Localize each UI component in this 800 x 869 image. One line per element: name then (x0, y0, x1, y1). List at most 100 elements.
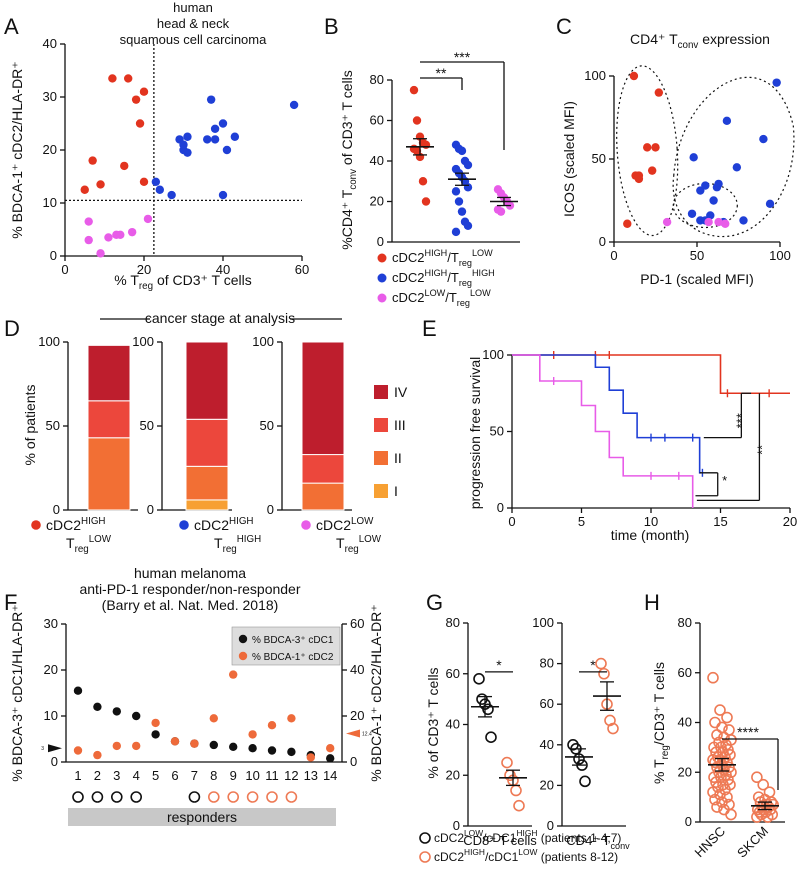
F-point (190, 739, 199, 748)
D-group-label: TregHIGH (214, 534, 261, 555)
B-point (457, 207, 467, 216)
D-group-label-part: T (214, 535, 223, 551)
D-legend-swatch (374, 385, 388, 399)
B-ylabel: %CD4⁺ Tconv of CD3⁺ T cells (339, 70, 359, 249)
E-survival-curve (512, 354, 702, 474)
F-category-label: 14 (323, 768, 337, 783)
D-1-y-tick-label: 0 (147, 502, 154, 517)
G-1-y-tick-label: 100 (532, 615, 554, 630)
D-bar-segment-II (301, 482, 345, 511)
F-right-y-tick-label: 60 (350, 616, 364, 631)
D-legend-label: III (394, 417, 406, 433)
G-point (513, 799, 525, 812)
C-title-part: conv (678, 40, 699, 51)
F-responder-circle (91, 791, 104, 803)
A-x-tick-label: 20 (137, 262, 151, 277)
H-point (708, 741, 720, 754)
A-title: squamous cell carcinoma (120, 32, 267, 47)
C-ylabel: ICOS (scaled MFI) (561, 101, 577, 217)
H-point (751, 771, 763, 784)
H-ylabel: % Treg/CD3⁺ T cells (651, 662, 671, 784)
A-y-tick-label: 20 (43, 142, 57, 157)
F-point (209, 740, 218, 750)
D-group-label: cDC2HIGH (194, 516, 254, 533)
B-point (451, 187, 461, 196)
H-point (707, 671, 719, 684)
F-point (151, 718, 160, 728)
E-survival-curve (512, 354, 790, 395)
H-ylabel-part: /CD3⁺ T cells (651, 662, 667, 745)
B-point (412, 116, 422, 125)
H-point (711, 801, 723, 813)
F-legend-dot (238, 634, 248, 644)
H-category-label: SKCM (734, 824, 771, 861)
D-group-dot (179, 520, 189, 530)
A-y-tick-label: 30 (43, 89, 57, 104)
F-legend-box (231, 626, 341, 666)
B-legend-label-part: LOW (470, 288, 491, 298)
F-left-y-tick-label: 0 (51, 754, 58, 769)
H-point (709, 716, 721, 729)
F-point (132, 711, 141, 721)
A-point (230, 132, 240, 141)
B-legend-label-part: cDC2 (392, 250, 425, 265)
E-x-tick-label: 15 (713, 514, 727, 529)
panel-letter-E: E (422, 316, 437, 341)
B-ylabel-part: conv (348, 169, 359, 190)
E-xlabel: time (month) (611, 527, 690, 543)
A-ylabel-part: % BDCA-1⁺ cDC2/HLA-DR⁺ (9, 61, 25, 238)
F-left-y-tick-label: 30 (44, 616, 58, 631)
H-y-tick-label: 0 (685, 814, 692, 829)
D-bar-segment-III (185, 418, 229, 467)
C-point (654, 88, 664, 97)
D-2-y-tick-label: 100 (252, 334, 274, 349)
G-1-y-tick-label: 80 (540, 656, 554, 671)
D-2-y-tick-label: 50 (260, 418, 274, 433)
D-group-label-part: reg (75, 544, 89, 555)
D-group-dot (31, 520, 41, 530)
A-y-tick-label: 10 (43, 195, 57, 210)
F-point (326, 754, 335, 763)
E-sig: ** (754, 445, 769, 455)
C-x-tick-label: 50 (690, 248, 704, 263)
B-sig: *** (454, 49, 471, 65)
F-legend-dot (238, 651, 248, 661)
F-category-label: 8 (210, 768, 217, 783)
A-point (84, 235, 93, 245)
B-point (463, 160, 473, 170)
G-sig: * (590, 657, 596, 673)
G-0-y-tick-label: 40 (446, 717, 460, 732)
D-bar-segment-II (87, 437, 131, 511)
A-point (210, 124, 220, 133)
D-bar-segment-I (185, 499, 229, 511)
H-ylabel-part: % T (651, 759, 667, 784)
B-legend-label-part: HIGH (425, 268, 448, 278)
C-point (704, 217, 713, 227)
G-legend-label-part: cDC2 (434, 850, 464, 864)
A-point (151, 177, 161, 186)
F-point (209, 714, 218, 723)
B-legend-label-part: reg (457, 298, 470, 308)
F-category-label: 5 (152, 768, 159, 783)
F-responders-label: responders (167, 809, 237, 825)
G-legend-circle (419, 832, 431, 844)
B-legend-label-part: reg (459, 258, 472, 268)
A-point (116, 230, 125, 239)
panel-letter-F: F (4, 590, 17, 615)
F-category-label: 9 (230, 768, 237, 783)
H-y-tick-label: 80 (678, 615, 692, 630)
D-2-y-tick-label: 0 (267, 502, 274, 517)
G-0-y-tick-label: 20 (446, 767, 460, 782)
F-right-y-tick-label: 40 (350, 662, 364, 677)
C-y-tick-label: 0 (599, 234, 606, 249)
C-point (712, 183, 722, 192)
A-point (210, 135, 220, 144)
F-point (93, 750, 102, 760)
F-point (112, 741, 122, 751)
A-point (183, 132, 192, 141)
G-1-y-tick-label: 20 (540, 777, 554, 792)
C-point (759, 134, 768, 144)
H-point (708, 771, 720, 784)
G-0-y-tick-label: 80 (446, 615, 460, 630)
A-point (80, 185, 89, 194)
